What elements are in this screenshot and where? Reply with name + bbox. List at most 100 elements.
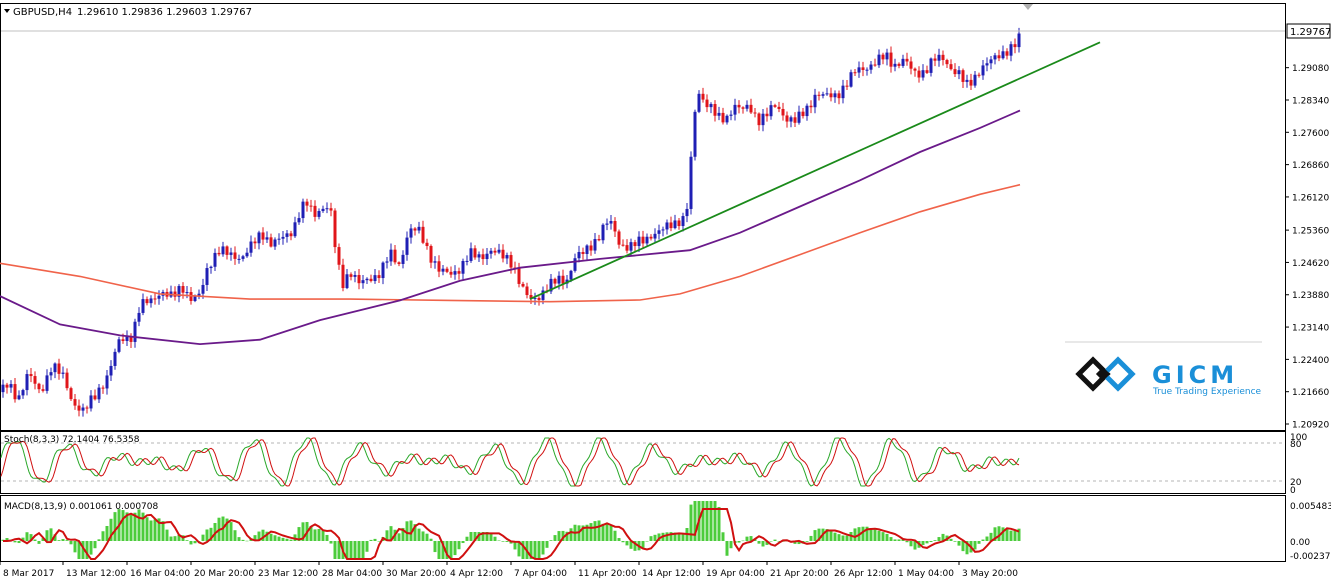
macd-bar [977,541,981,544]
macd-panel[interactable] [0,495,1286,562]
macd-bar [513,541,517,550]
candle-body [1013,44,1017,48]
price-tick-label: 1.28340 [1292,96,1329,106]
macd-bar [609,524,613,541]
macd-bar [377,541,381,542]
macd-bar [657,533,661,541]
candle-body [517,268,521,284]
macd-bar [285,538,289,541]
stochastic-lines [0,437,1020,487]
shift-marker-icon[interactable] [1023,4,1033,10]
macd-bar [101,531,105,541]
candle-body [401,254,405,264]
candle-body [537,297,541,300]
time-tick-label: 11 Apr 20:00 [578,569,637,579]
macd-bar [317,528,321,541]
candle-body [965,79,969,82]
macd-bar [201,534,205,541]
candle-body [185,292,189,294]
stoch-scale-0: 0 [1290,486,1296,496]
macd-bar [25,532,29,541]
price-tick-label: 1.25360 [1292,227,1329,237]
macd-bar [21,537,25,541]
candle-body [53,363,57,373]
macd-bar [333,541,337,559]
logo-text: GICM [1152,361,1238,389]
macd-bar [193,541,197,544]
candle-body [761,113,765,126]
candle-body [369,278,373,282]
macd-bar [489,532,493,541]
macd-bar [905,541,909,543]
candle-body [1017,33,1021,48]
macd-bar [125,512,129,541]
candle-body [441,268,445,272]
candle-body [717,112,721,116]
candle-body [433,261,437,263]
candle-body [1009,44,1013,56]
macd-bar [953,541,957,542]
macd-bar [613,530,617,541]
macd-bar [765,541,769,545]
macd-bar [893,539,897,541]
macd-bar [965,541,969,555]
macd-bar [949,538,953,541]
candle-body [29,374,33,377]
stochastic-panel[interactable] [0,431,1286,494]
candle-body [1001,51,1005,59]
stoch-signal-line [0,437,1020,487]
candle-body [365,278,369,281]
candle-body [673,220,677,229]
candle-body [213,252,217,267]
macd-bar [153,519,157,541]
main-price-panel[interactable] [0,3,1286,431]
candle-body [805,105,809,117]
time-tick-label: 1 May 04:00 [898,569,954,579]
macd-bar [797,541,801,545]
macd-bar [537,541,541,559]
macd-bar [113,512,117,541]
candle-body [745,104,749,109]
dropdown-arrow-icon[interactable] [4,9,10,13]
macd-bar [505,541,509,542]
candle-body [853,72,857,74]
candle-body [457,271,461,274]
macd-bar [809,535,813,541]
macd-bar [413,524,417,541]
candle-body [125,336,129,342]
candlestick-series [1,27,1021,417]
candle-body [157,295,161,299]
candle-body [341,264,345,289]
trendline[interactable] [529,41,1101,300]
macd-bar [773,539,777,541]
macd-bar [649,536,653,541]
candle-body [357,274,361,284]
time-tick-label: 13 Mar 12:00 [66,569,126,579]
macd-bar [869,528,873,541]
macd-bar [625,541,629,546]
gicm-logo: GICM True Trading Experience [1065,341,1262,397]
ma-slow-line [0,183,1021,303]
candle-body [709,104,713,108]
macd-bar [469,532,473,541]
candle-body [905,58,909,62]
logo-tagline: True Trading Experience [1152,387,1262,397]
macd-bar [157,518,161,541]
candle-body [421,226,425,243]
candle-body [821,94,825,96]
price-tick-label: 1.22400 [1292,356,1329,366]
candle-body [869,64,873,70]
macd-bar [133,512,137,541]
candle-body [593,239,597,251]
candle-body [713,104,717,116]
candle-body [561,275,565,284]
macd-bar [265,531,269,541]
macd-bar [517,541,521,557]
candle-body [105,375,109,389]
macd-bar [805,541,809,542]
macd-bar [593,521,597,541]
candle-body [481,254,485,260]
macd-bar [405,521,409,541]
macd-bar [769,541,773,542]
